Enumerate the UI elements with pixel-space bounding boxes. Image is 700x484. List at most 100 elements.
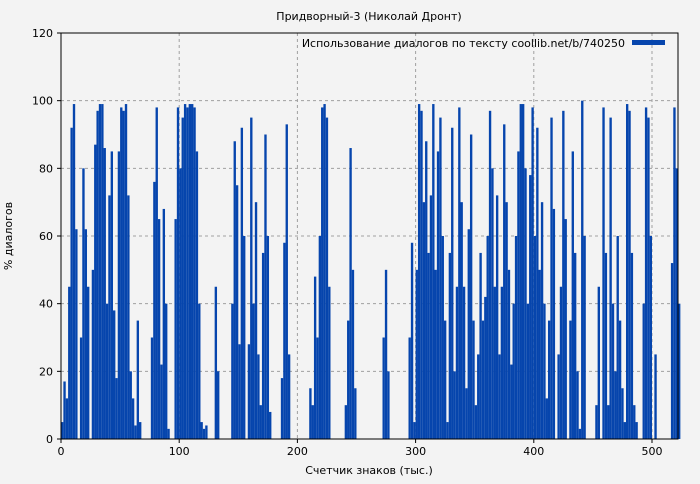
bar xyxy=(94,144,97,439)
bar xyxy=(181,117,184,439)
chart-title: Придворный-3 (Николай Дронт) xyxy=(276,10,461,23)
bar xyxy=(630,252,634,439)
bar xyxy=(280,378,284,439)
bar xyxy=(604,252,608,439)
bar xyxy=(240,127,244,439)
bar xyxy=(96,110,99,440)
bar xyxy=(110,151,114,439)
bar xyxy=(417,104,421,440)
bar xyxy=(157,219,161,439)
bar xyxy=(564,219,567,439)
bar xyxy=(200,422,203,439)
x-tick-label: 500 xyxy=(641,445,662,458)
bar xyxy=(455,286,459,439)
bar xyxy=(415,269,418,439)
legend-swatch xyxy=(632,40,665,45)
x-tick-label: 300 xyxy=(405,445,426,458)
bar xyxy=(547,320,551,439)
bar xyxy=(427,252,430,439)
bar xyxy=(165,303,168,439)
bar xyxy=(618,320,622,439)
bar xyxy=(625,104,629,440)
bar xyxy=(115,378,118,439)
x-axis-label: Счетчик знаков (тыс.) xyxy=(305,464,433,477)
bar xyxy=(595,405,598,439)
bar xyxy=(316,337,319,439)
bar xyxy=(193,107,196,439)
bar xyxy=(61,422,64,439)
bar xyxy=(136,320,140,439)
bar xyxy=(458,107,461,439)
bar xyxy=(174,219,177,439)
x-tick-label: 100 xyxy=(169,445,190,458)
bar xyxy=(633,405,636,439)
bar xyxy=(581,100,584,440)
bar xyxy=(583,236,586,439)
bar xyxy=(351,269,355,439)
bar xyxy=(72,104,76,440)
bar xyxy=(117,151,121,439)
bar xyxy=(325,117,329,439)
y-tick-label: 100 xyxy=(32,95,53,108)
bar xyxy=(635,422,638,439)
bar xyxy=(198,303,201,439)
bar xyxy=(287,354,291,439)
bar xyxy=(469,134,473,439)
bar xyxy=(557,354,560,439)
bars xyxy=(61,100,681,440)
bar xyxy=(484,296,487,439)
legend: Использование диалогов по тексту coollib… xyxy=(302,37,665,50)
bar xyxy=(443,320,447,439)
bar xyxy=(493,286,496,439)
bar xyxy=(512,303,515,439)
bar xyxy=(436,151,440,439)
bar xyxy=(347,320,350,439)
bar xyxy=(70,127,73,439)
bar xyxy=(318,236,322,439)
bar xyxy=(614,371,617,439)
bar xyxy=(413,422,416,439)
bar xyxy=(451,127,454,439)
bar xyxy=(217,371,220,439)
bar xyxy=(285,124,288,439)
bar xyxy=(354,388,357,439)
bar xyxy=(108,195,111,439)
bar xyxy=(243,236,246,439)
bar xyxy=(479,252,482,439)
bar xyxy=(313,276,317,439)
bar xyxy=(410,242,414,439)
bar xyxy=(252,303,255,439)
bar xyxy=(63,381,66,439)
bar xyxy=(188,104,192,440)
bar xyxy=(571,151,574,439)
bar xyxy=(150,337,154,439)
bar xyxy=(521,104,525,440)
y-tick-label: 20 xyxy=(39,365,53,378)
y-axis: 0 20 40 60 80 100 120 xyxy=(32,27,61,446)
bar xyxy=(675,168,678,440)
bar xyxy=(488,110,492,440)
bar xyxy=(642,303,645,439)
bar xyxy=(98,104,102,440)
bar xyxy=(269,411,272,439)
bar xyxy=(202,428,206,439)
bar xyxy=(538,269,541,439)
bar xyxy=(432,104,435,440)
bar xyxy=(576,371,579,439)
bar xyxy=(84,229,88,439)
bar xyxy=(545,398,548,439)
bar xyxy=(103,148,106,440)
bar xyxy=(91,269,95,439)
bar xyxy=(486,236,489,439)
bar xyxy=(491,168,494,440)
bar xyxy=(540,202,544,439)
bar xyxy=(65,398,69,439)
bar xyxy=(131,398,135,439)
bar xyxy=(649,236,652,439)
y-tick-label: 60 xyxy=(39,230,53,243)
bar xyxy=(531,107,534,439)
bar xyxy=(673,107,676,439)
bar xyxy=(183,104,187,440)
bar xyxy=(139,422,142,439)
bar xyxy=(446,422,449,439)
